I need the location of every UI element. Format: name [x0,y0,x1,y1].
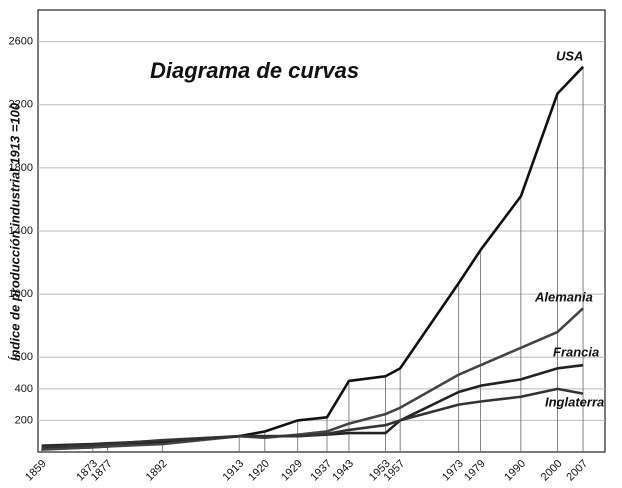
series-label: Alemania [534,289,593,304]
y-tick-label: 600 [15,351,33,363]
x-tick-label: 1973 [440,458,466,484]
y-tick-label: 400 [15,383,33,395]
series-label: Francia [553,344,599,359]
y-tick-label: 1000 [9,288,33,300]
series-line [41,387,584,449]
x-tick-label: 1913 [221,458,247,484]
y-tick-label: 2600 [9,35,33,47]
y-tick-label: 200 [15,414,33,426]
x-tick-label: 2007 [564,458,590,484]
y-axis-label: Índice de producción industrial 1913 =10… [7,102,22,361]
x-tick-label: 1929 [279,458,305,484]
y-tick-label: 1400 [9,225,33,237]
x-tick-label: 2000 [539,458,565,484]
x-tick-label: 1892 [144,458,170,484]
x-tick-label: 1859 [23,458,49,484]
chart-title: Diagrama de curvas [150,58,359,83]
x-tick-label: 1937 [308,458,334,484]
x-tick-label: 1990 [502,458,528,484]
series-label: Inglaterra [545,394,604,409]
series-line [41,307,584,451]
x-tick-label: 1920 [246,458,272,484]
y-tick-label: 1800 [9,162,33,174]
x-tick-label: 1943 [330,458,356,484]
y-tick-label: 2200 [9,99,33,111]
series-label: USA [556,48,583,63]
x-tick-label: 1979 [462,458,488,484]
series-line [41,65,584,451]
